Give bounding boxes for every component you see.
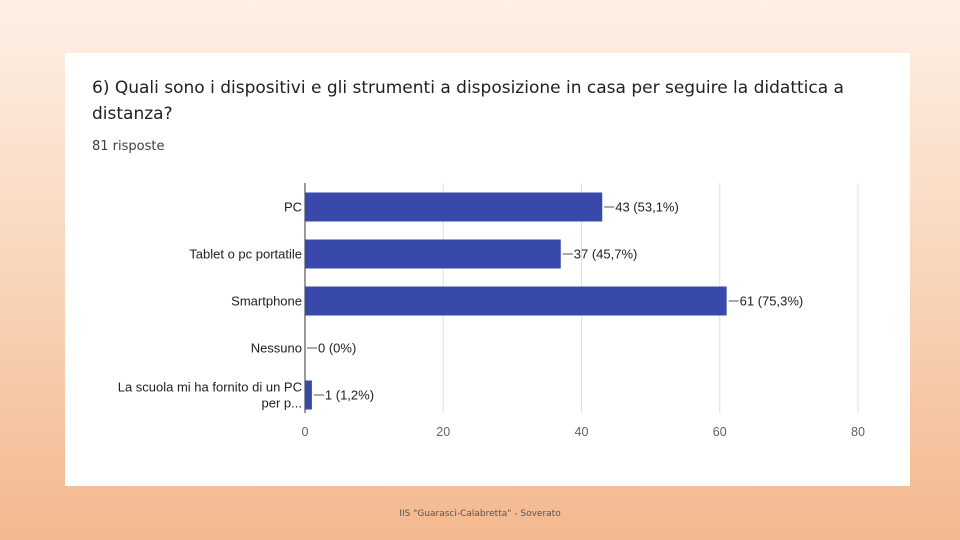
data-label: 1 (1,2%) (325, 388, 374, 403)
response-count: 81 risposte (92, 139, 165, 154)
x-tick-label: 60 (713, 425, 727, 439)
category-label: La scuola mi ha fornito di un PC (118, 380, 302, 395)
x-tick-label: 0 (302, 425, 309, 439)
x-tick-label: 80 (851, 425, 865, 439)
data-label: 61 (75,3%) (740, 294, 804, 309)
category-label: Tablet o pc portatile (189, 247, 302, 262)
data-label: 43 (53,1%) (615, 200, 679, 215)
data-label: 0 (0%) (318, 341, 356, 356)
x-tick-label: 40 (575, 425, 589, 439)
bar (305, 286, 727, 316)
data-label: 37 (45,7%) (574, 247, 638, 262)
bar (305, 239, 561, 269)
category-label: per p... (262, 396, 302, 411)
bar (305, 192, 603, 222)
x-tick-label: 20 (436, 425, 450, 439)
category-label: Smartphone (231, 294, 302, 309)
question-title: 6) Quali sono i dispositivi e gli strume… (92, 78, 844, 124)
category-label: PC (284, 200, 302, 215)
footer-text: IIS "Guarasci-Calabretta" - Soverato (399, 509, 561, 519)
bar (305, 380, 312, 410)
category-label: Nessuno (251, 341, 302, 356)
chart-card: 6) Quali sono i dispositivi e gli strume… (65, 53, 910, 486)
bar-chart: 0 20 40 60 80 PC 43 (53,1%) Tablet o pc portati… (118, 183, 865, 439)
